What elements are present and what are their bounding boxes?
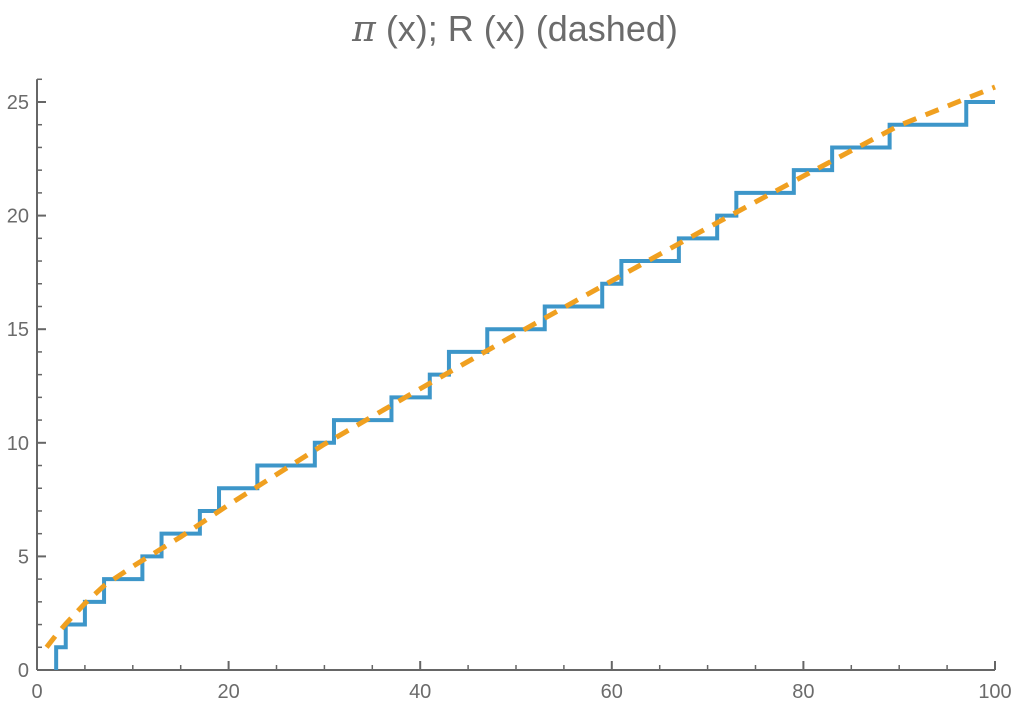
x-tick-label: 40 — [409, 681, 431, 703]
chart-title: π (x); R (x) (dashed) — [0, 8, 1017, 50]
y-tick-label: 10 — [7, 433, 29, 455]
r-dashed-line — [44, 84, 996, 649]
x-tick-label: 60 — [601, 681, 623, 703]
axes: 0 20 40 60 80 100 0 5 10 15 20 25 — [7, 78, 1012, 703]
x-tick-label: 100 — [978, 681, 1011, 703]
title-text: (x); R (x) (dashed) — [375, 8, 678, 49]
x-tick-label: 0 — [31, 681, 42, 703]
pi-symbol: π — [352, 9, 376, 50]
y-tick-label: 5 — [18, 546, 29, 568]
y-tick-label: 0 — [18, 660, 29, 682]
x-tick-label: 80 — [792, 681, 814, 703]
pi-step-line — [54, 100, 995, 670]
plot-series — [44, 84, 996, 670]
y-tick-label: 25 — [7, 92, 29, 114]
y-tick-label: 20 — [7, 206, 29, 228]
x-tick-label: 20 — [217, 681, 239, 703]
y-tick-label: 15 — [7, 319, 29, 341]
